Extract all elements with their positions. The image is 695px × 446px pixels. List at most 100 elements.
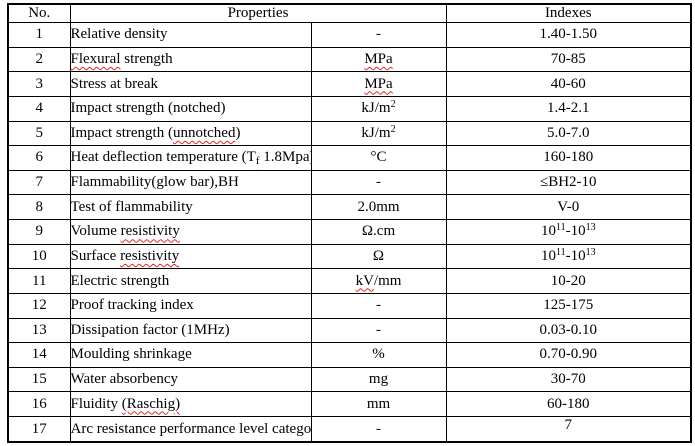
text-segment: ) [235, 124, 241, 141]
table-row: 16 Fluidity (Raschig) mm 60-180 [7, 391, 692, 417]
text-segment: 70-85 [550, 50, 586, 67]
cell-unit: kJ/m2 [310, 120, 447, 147]
text-segment: - [376, 420, 381, 437]
text-segment: 11 [555, 246, 566, 258]
cell-property: Stress at break [69, 71, 312, 97]
cell-property: Test of flammability [69, 194, 312, 220]
cell-no: 11 [7, 268, 71, 294]
cell-no: 3 [7, 71, 71, 97]
cell-property: Surface resistivity [69, 243, 312, 270]
cell-index: 125-175 [445, 292, 692, 319]
text-segment: ≤BH2-10 [539, 174, 597, 191]
text-segment: 10-20 [550, 272, 586, 289]
cell-property: Moulding shrinkage [69, 342, 312, 368]
text-segment: resistivity [120, 247, 180, 264]
cell-index: 1.40-1.50 [445, 22, 692, 48]
table-row: 9 Volume resistivity Ω.cm 1011-1013 [7, 219, 692, 245]
text-segment: MPa [364, 50, 393, 67]
text-segment: 0.03-0.10 [539, 321, 598, 338]
cell-unit: mg [310, 366, 447, 393]
table-row: 15 Water absorbency mg 30-70 [7, 366, 692, 393]
header-row: No. Properties Indexes [7, 3, 692, 23]
cell-unit: - [310, 292, 447, 319]
table-row: 3 Stress at break MPa 40-60 [7, 71, 692, 97]
cell-index: 160-180 [445, 145, 692, 171]
cell-unit: MPa [310, 71, 447, 97]
text-segment: MPa [364, 75, 393, 92]
cell-index: 1011-1013 [445, 219, 692, 245]
text-segment: 1.40-1.50 [539, 26, 598, 43]
cell-no: 7 [7, 169, 71, 196]
text-segment: Arc resistance performance level categor… [70, 420, 311, 437]
text-segment: (Raschig) [121, 395, 181, 412]
text-segment: 10 [540, 247, 556, 264]
cell-property: Water absorbency [69, 366, 312, 393]
text-segment: - [376, 297, 381, 314]
text-segment: Dissipation factor (1MHz) [70, 321, 230, 338]
text-segment: Proof tracking index [70, 297, 194, 314]
cell-unit: - [310, 416, 447, 443]
cell-index: 70-85 [445, 46, 692, 73]
table-row: 6 Heat deflection temperature (Tf 1.8Mpa)… [7, 145, 692, 171]
cell-unit: - [310, 169, 447, 196]
cell-no: 8 [7, 194, 71, 220]
cell-no: 4 [7, 95, 71, 122]
column-header-no: No. [7, 3, 71, 23]
cell-index: 0.03-0.10 [445, 317, 692, 344]
text-segment: Heat deflection temperature (T [70, 149, 256, 166]
text-segment: Electric strength [70, 272, 170, 289]
text-segment: Relative density [70, 26, 168, 43]
cell-unit: - [310, 317, 447, 344]
cell-unit: MPa [310, 46, 447, 73]
cell-property: Proof tracking index [69, 292, 312, 319]
column-header-indexes: Indexes [445, 3, 692, 23]
text-segment: 2 [390, 123, 396, 135]
text-segment: 2 [390, 99, 396, 111]
text-segment: Impact strength (notched) [70, 100, 226, 117]
text-segment: 13 [585, 222, 596, 234]
cell-no: 1 [7, 22, 71, 48]
cell-property: Heat deflection temperature (Tf 1.8Mpa) [69, 145, 312, 171]
text-segment: Flexural [70, 50, 121, 67]
text-segment: kV [355, 272, 374, 289]
text-segment: 1.8Mpa) [259, 149, 311, 166]
text-segment: Test of flammability [70, 198, 193, 215]
cell-no: 14 [7, 342, 71, 368]
text-segment: 60-180 [547, 395, 590, 412]
cell-no: 9 [7, 219, 71, 245]
text-segment: % [372, 346, 385, 363]
text-segment: 125-175 [543, 297, 594, 314]
text-segment: Volume [70, 223, 121, 240]
cell-unit: mm [310, 391, 447, 417]
table-body: 1 Relative density -1.40-1.50 2 Flexural str… [7, 22, 692, 443]
cell-property: Relative density [69, 22, 312, 48]
text-segment: kJ/m [361, 124, 391, 141]
cell-index: 0.70-0.90 [445, 342, 692, 368]
cell-index: 40-60 [445, 71, 692, 97]
text-segment: Fluidity [70, 395, 122, 412]
cell-index: 10-20 [445, 268, 692, 294]
text-segment: kJ/m [361, 100, 391, 117]
cell-property: Volume resistivity [69, 219, 312, 245]
text-segment: 30-70 [550, 371, 586, 388]
cell-index: 7 [445, 416, 692, 443]
text-segment: - [376, 174, 381, 191]
cell-no: 2 [7, 46, 71, 73]
table-row: 11 Electric strength kV/mm 10-20 [7, 268, 692, 294]
table-row: 4 Impact strength (notched) kJ/m2 1.4-2.1 [7, 95, 692, 122]
cell-unit: % [310, 342, 447, 368]
text-segment: 7 [564, 417, 573, 433]
cell-index: 60-180 [445, 391, 692, 417]
cell-property: Fluidity (Raschig) [69, 391, 312, 417]
cell-unit: Ω [310, 243, 447, 270]
cell-property: Flammability(glow bar),BH [69, 169, 312, 196]
cell-unit: kJ/m2 [310, 95, 447, 122]
cell-unit: kV/mm [310, 268, 447, 294]
text-segment: Surface [70, 247, 121, 264]
table-row: 10 Surface resistivity Ω 1011-1013 [7, 243, 692, 270]
table-row: 5 Impact strength (unnotched) kJ/m2 5.0-7.0 [7, 120, 692, 147]
cell-no: 13 [7, 317, 71, 344]
cell-property: Impact strength (notched) [69, 95, 312, 122]
text-segment: 1.4-2.1 [547, 100, 590, 117]
text-segment: Flammability(glow bar),BH [70, 174, 239, 191]
